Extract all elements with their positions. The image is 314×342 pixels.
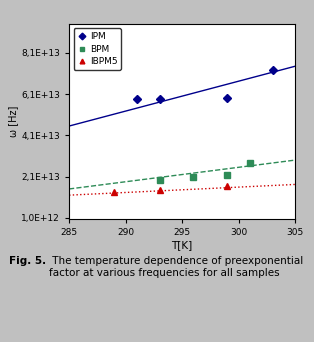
IPM [271,68,274,73]
IPM [225,96,229,100]
IBPM5 [112,190,116,194]
BPM [225,172,229,176]
X-axis label: T[K]: T[K] [171,240,193,250]
IPM [158,97,161,101]
IPM [135,97,139,101]
Y-axis label: ω [Hz]: ω [Hz] [8,106,19,137]
Text: Fig. 5.: Fig. 5. [9,256,46,266]
BPM [192,174,195,179]
Text: The temperature dependence of preexponential
factor at various frequencies for a: The temperature dependence of preexponen… [49,256,303,278]
BPM [248,161,252,165]
BPM [158,177,161,182]
IBPM5 [225,184,229,188]
Line: IBPM5: IBPM5 [111,183,230,195]
IBPM5 [158,188,161,192]
Legend: IPM, BPM, IBPM5: IPM, BPM, IBPM5 [73,28,121,70]
Line: IPM: IPM [134,68,275,102]
Line: BPM: BPM [157,160,253,183]
